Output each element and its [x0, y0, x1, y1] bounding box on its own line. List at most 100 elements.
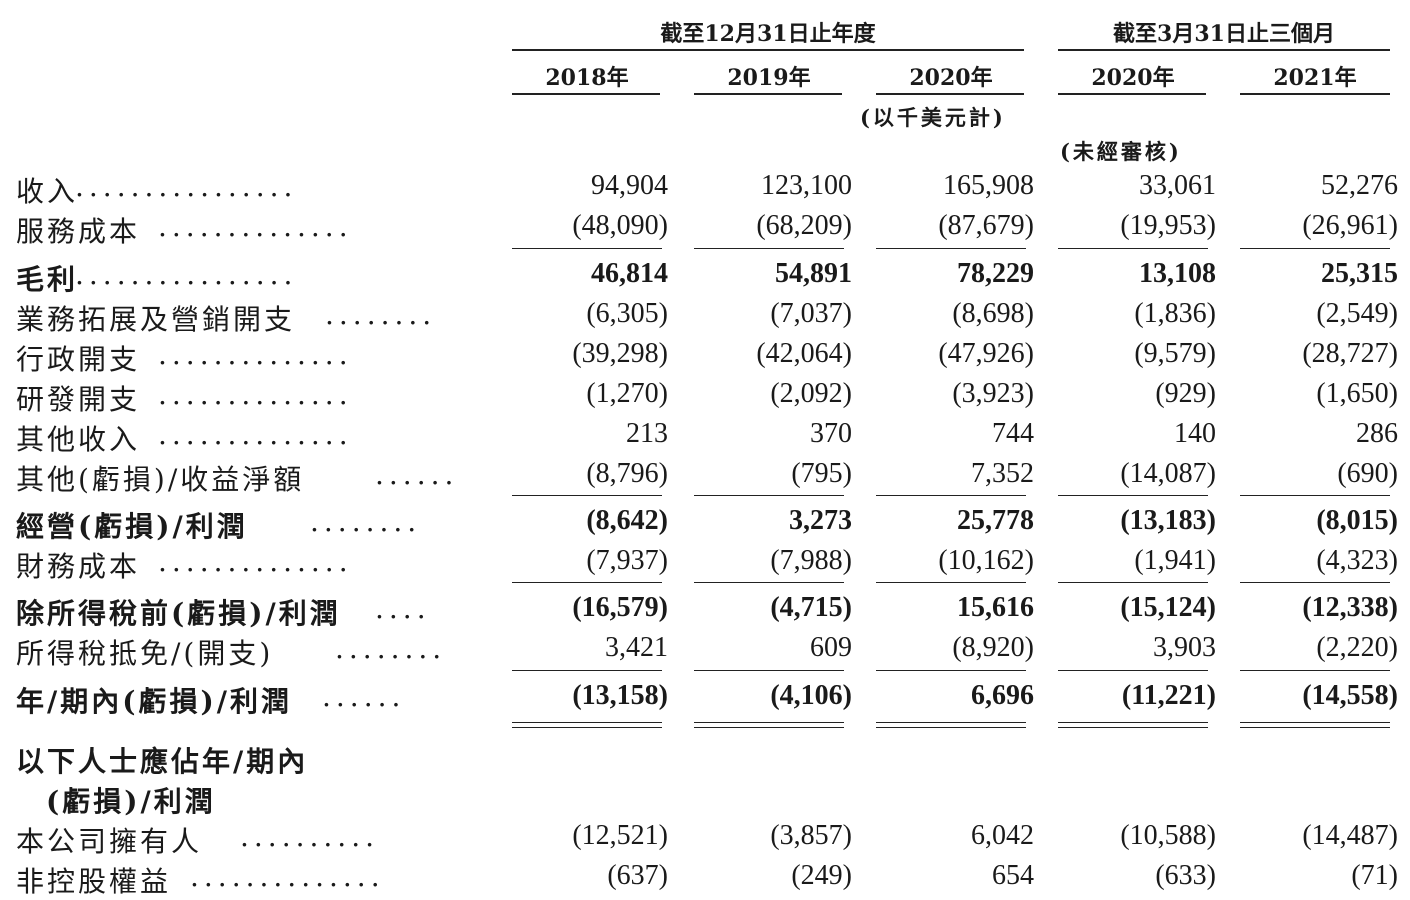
row-value: (9,579) — [1134, 338, 1216, 369]
row-value: (10,162) — [938, 545, 1034, 576]
row-value: (12,521) — [572, 820, 668, 851]
row-value: (6,305) — [586, 298, 668, 329]
row-value: (42,064) — [756, 338, 852, 369]
header-year-2021-q: 2021年 — [1273, 65, 1357, 91]
subtotal-rule — [1058, 582, 1208, 583]
leader-dots: ...... — [322, 680, 406, 713]
row-value: 94,904 — [591, 170, 668, 201]
attributable-heading-line2: (虧損)/利潤 — [46, 785, 216, 818]
row-value: 140 — [1174, 418, 1216, 449]
row-value: (4,323) — [1316, 545, 1398, 576]
row-label: 研發開支 — [16, 383, 141, 416]
row-value: (929) — [1155, 378, 1216, 409]
row-value: (71) — [1351, 860, 1398, 891]
row-value: (14,558) — [1302, 680, 1398, 711]
row-value: (68,209) — [756, 210, 852, 241]
row-value: (4,106) — [770, 680, 852, 711]
year-underline-2020-q — [1058, 93, 1206, 95]
row-label: 毛利 — [16, 263, 79, 296]
subtotal-rule — [1058, 248, 1208, 249]
subtotal-rule — [512, 248, 662, 249]
leader-dots: .............. — [158, 418, 353, 451]
subtotal-rule — [694, 670, 844, 671]
subtotal-rule — [1240, 495, 1390, 496]
row-value: (10,588) — [1120, 820, 1216, 851]
subtotal-rule — [1240, 670, 1390, 671]
row-value: (3,923) — [952, 378, 1034, 409]
row-label: 服務成本 — [16, 215, 141, 248]
row-label: 經營(虧損)/利潤 — [16, 510, 248, 543]
leader-dots: ........ — [335, 632, 447, 665]
subtotal-rule — [694, 495, 844, 496]
row-value: (87,679) — [938, 210, 1034, 241]
subtotal-rule — [876, 248, 1026, 249]
leader-dots: ................ — [75, 170, 298, 203]
row-value: (8,015) — [1316, 505, 1398, 536]
leader-dots: .............. — [158, 545, 353, 578]
row-value: 7,352 — [971, 458, 1034, 489]
row-value: (249) — [791, 860, 852, 891]
row-value: 609 — [810, 632, 852, 663]
leader-dots: .............. — [158, 210, 353, 243]
subtotal-rule — [876, 495, 1026, 496]
row-value: (8,920) — [952, 632, 1034, 663]
row-value: (1,270) — [586, 378, 668, 409]
leader-dots: ........ — [310, 505, 422, 538]
row-value: (8,796) — [586, 458, 668, 489]
table-row: 非控股權益.............. (637) (249) 654 (633) (71… — [0, 860, 1410, 900]
table-row: 除所得稅前(虧損)/利潤.... (16,579) (4,715) 15,616 (15… — [0, 592, 1410, 632]
row-value: 25,315 — [1321, 258, 1398, 289]
row-value: 744 — [992, 418, 1034, 449]
total-double-rule — [1058, 722, 1208, 723]
row-value: (1,941) — [1134, 545, 1216, 576]
year-underline-2021-q — [1240, 93, 1390, 95]
table-row: 收入................ 94,904 123,100 165,908 33… — [0, 170, 1410, 210]
total-double-rule — [1058, 727, 1208, 728]
row-label: 所得稅抵免/(開支) — [16, 637, 274, 670]
row-label: 非控股權益 — [16, 865, 172, 898]
row-value: (633) — [1155, 860, 1216, 891]
row-value: 25,778 — [957, 505, 1034, 536]
year-underline-2019 — [694, 93, 842, 95]
header-group-three-months: 截至3月31日止三個月 — [1113, 21, 1335, 47]
row-value: (1,836) — [1134, 298, 1216, 329]
subtotal-rule — [1058, 670, 1208, 671]
year-underline-2020 — [876, 93, 1024, 95]
table-row: 所得稅抵免/(開支)........ 3,421 609 (8,920) 3,903 (2… — [0, 632, 1410, 672]
row-label: 行政開支 — [16, 343, 141, 376]
row-value: 370 — [810, 418, 852, 449]
row-value: 3,903 — [1153, 632, 1216, 663]
row-value: (47,926) — [938, 338, 1034, 369]
subtotal-rule — [1240, 248, 1390, 249]
total-double-rule — [694, 727, 844, 728]
row-value: (1,650) — [1316, 378, 1398, 409]
table-row: 行政開支.............. (39,298) (42,064) (47,92… — [0, 338, 1410, 378]
subtotal-rule — [1240, 582, 1390, 583]
leader-dots: ........ — [325, 298, 437, 331]
row-value: (2,092) — [770, 378, 852, 409]
row-value: (795) — [791, 458, 852, 489]
row-value: 13,108 — [1139, 258, 1216, 289]
header-group-year-ended-underline — [512, 49, 1024, 51]
row-value: (26,961) — [1302, 210, 1398, 241]
row-label: 收入 — [16, 175, 79, 208]
table-row: 本公司擁有人.......... (12,521) (3,857) 6,042 (10,… — [0, 820, 1410, 860]
row-value: 213 — [626, 418, 668, 449]
row-value: 15,616 — [957, 592, 1034, 623]
table-row: 財務成本.............. (7,937) (7,988) (10,162)… — [0, 545, 1410, 585]
leader-dots: ...... — [375, 458, 459, 491]
row-value: (39,298) — [572, 338, 668, 369]
row-value: (8,698) — [952, 298, 1034, 329]
row-value: (4,715) — [770, 592, 852, 623]
row-value: (2,549) — [1316, 298, 1398, 329]
subtotal-rule — [694, 582, 844, 583]
total-double-rule — [512, 722, 662, 723]
header-year-2020: 2020年 — [909, 65, 993, 91]
row-value: (7,037) — [770, 298, 852, 329]
total-double-rule — [1240, 727, 1390, 728]
unit-note: (以千美元計) — [860, 105, 1006, 130]
header-year-2019: 2019年 — [727, 65, 811, 91]
row-value: 78,229 — [957, 258, 1034, 289]
row-value: (48,090) — [572, 210, 668, 241]
row-value: (8,642) — [586, 505, 668, 536]
